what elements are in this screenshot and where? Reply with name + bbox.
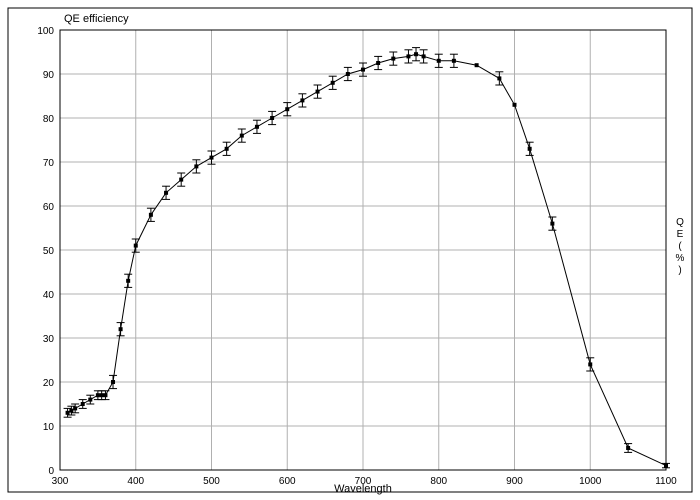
svg-text:0: 0 (48, 466, 54, 477)
svg-text:300: 300 (52, 476, 69, 487)
svg-text:500: 500 (203, 476, 220, 487)
svg-text:600: 600 (279, 476, 296, 487)
svg-text:90: 90 (43, 70, 55, 81)
svg-text:10: 10 (43, 422, 55, 433)
qe-chart: 3004005006007008009001000110001020304050… (0, 0, 700, 500)
svg-text:400: 400 (127, 476, 144, 487)
svg-text:Q: Q (676, 217, 684, 228)
svg-text:1000: 1000 (579, 476, 602, 487)
svg-text:800: 800 (430, 476, 447, 487)
svg-text:900: 900 (506, 476, 523, 487)
svg-text:20: 20 (43, 378, 55, 389)
x-axis-label: Wavelength (334, 483, 392, 495)
chart-title: QE efficiency (64, 13, 129, 25)
chart-container: 3004005006007008009001000110001020304050… (0, 0, 700, 500)
svg-text:50: 50 (43, 246, 55, 257)
svg-text:60: 60 (43, 202, 55, 213)
svg-text:100: 100 (37, 26, 54, 37)
svg-text:1100: 1100 (655, 476, 677, 487)
svg-text:): ) (678, 265, 681, 276)
svg-text:%: % (676, 253, 685, 264)
svg-text:80: 80 (43, 114, 55, 125)
svg-text:40: 40 (43, 290, 55, 301)
svg-text:70: 70 (43, 158, 55, 169)
svg-text:30: 30 (43, 334, 55, 345)
svg-text:E: E (677, 229, 684, 240)
